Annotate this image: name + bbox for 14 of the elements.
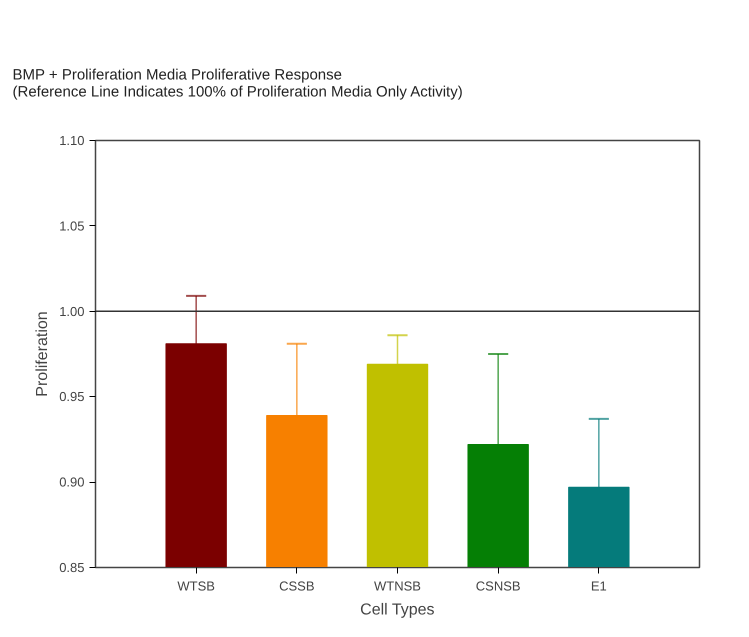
x-tick-label: E1	[590, 578, 607, 594]
x-tick-label: CSSB	[279, 578, 315, 594]
chart-title: BMP + Proliferation Media Proliferative Response (Reference Line Indicates 100% of Proliferation Media Only Activity)	[12, 66, 463, 100]
y-tick-label: 1.05	[59, 218, 85, 234]
y-tick-label: 0.85	[59, 560, 85, 575]
x-tick-label: WTNSB	[374, 578, 421, 594]
x-tick-label: WTSB	[177, 578, 215, 594]
y-tick-label: 1.10	[59, 133, 85, 148]
x-axis-title: Cell Types	[360, 602, 435, 618]
y-tick-label: 1.00	[59, 304, 85, 319]
y-tick-label: 0.90	[59, 474, 85, 490]
x-tick-label: CSNSB	[476, 578, 521, 594]
y-tick-label: 0.95	[59, 389, 85, 404]
y-axis-title: Proliferation	[34, 311, 52, 397]
